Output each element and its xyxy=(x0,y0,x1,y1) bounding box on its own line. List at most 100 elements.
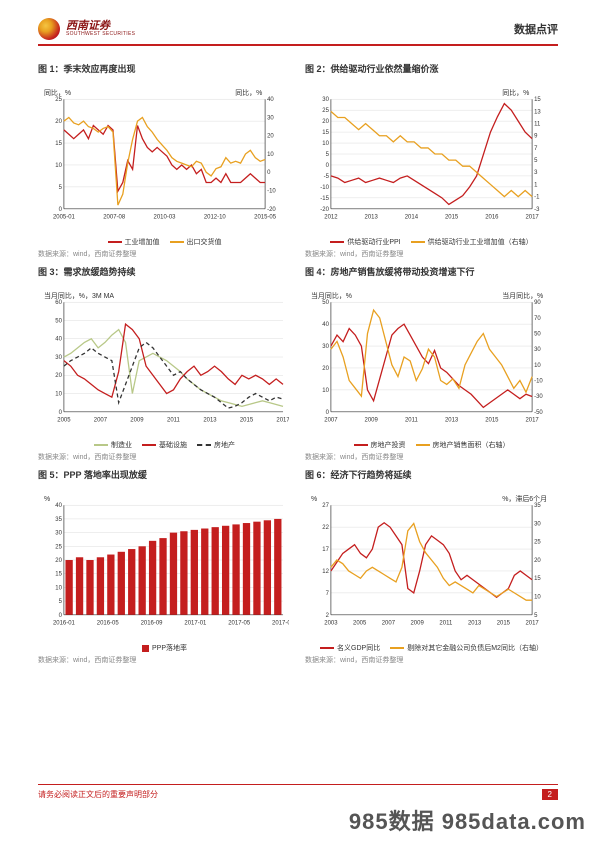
chart-box: %%，滞后6个月27121722275101520253035200320052… xyxy=(305,484,558,642)
svg-text:当月同比，%，3M MA: 当月同比，%，3M MA xyxy=(44,291,114,300)
svg-text:-10: -10 xyxy=(267,189,276,195)
chart-source: 数据来源：wind，西南证券整理 xyxy=(305,452,558,462)
panel-title: 图 2：供给驱动行业依然量缩价涨 xyxy=(305,62,558,75)
svg-text:15: 15 xyxy=(534,576,541,582)
legend-item: 出口交货值 xyxy=(170,237,222,247)
chart-source: 数据来源：wind，西南证券整理 xyxy=(305,249,558,259)
svg-text:2010-03: 2010-03 xyxy=(154,215,177,221)
svg-text:50: 50 xyxy=(322,300,329,306)
svg-text:2: 2 xyxy=(326,613,330,619)
svg-text:2013: 2013 xyxy=(203,418,217,424)
legend-label: 供给驱动行业工业增加值（右轴） xyxy=(428,237,533,247)
svg-text:27: 27 xyxy=(322,503,329,509)
panel-title: 图 6：经济下行趋势将延续 xyxy=(305,468,558,481)
legend-label: 房地产 xyxy=(214,440,235,450)
svg-text:2015: 2015 xyxy=(445,215,459,221)
svg-text:2016-01: 2016-01 xyxy=(53,621,76,627)
chart-panel-2: 图 2：供给驱动行业依然量缩价涨同比，%-20-15-10-5051015202… xyxy=(305,62,558,259)
chart-source: 数据来源：wind，西南证券整理 xyxy=(38,249,291,259)
svg-text:25: 25 xyxy=(534,540,541,546)
svg-text:2007-08: 2007-08 xyxy=(103,215,126,221)
chart-source: 数据来源：wind，西南证券整理 xyxy=(38,452,291,462)
svg-text:25: 25 xyxy=(55,544,62,550)
chart-panel-1: 图 1：季末效应再度出现同比，%同比，%0510152025-20-100102… xyxy=(38,62,291,259)
svg-text:-50: -50 xyxy=(534,410,543,416)
svg-text:2013: 2013 xyxy=(468,621,482,627)
legend-item: 制造业 xyxy=(94,440,132,450)
svg-text:60: 60 xyxy=(55,300,62,306)
legend-swatch xyxy=(320,647,334,649)
svg-text:15: 15 xyxy=(55,141,62,147)
panel-title: 图 1：季末效应再度出现 xyxy=(38,62,291,75)
svg-text:10: 10 xyxy=(55,392,62,398)
svg-text:2015: 2015 xyxy=(485,418,499,424)
svg-text:2014: 2014 xyxy=(405,215,419,221)
svg-text:10: 10 xyxy=(322,388,329,394)
svg-text:7: 7 xyxy=(534,146,538,152)
svg-text:20: 20 xyxy=(534,558,541,564)
chart-box: 同比，%同比，%0510152025-20-100102030402005-01… xyxy=(38,78,291,236)
svg-text:20: 20 xyxy=(322,119,329,125)
chart-legend: PPP落地率 xyxy=(38,643,291,653)
svg-text:2009: 2009 xyxy=(130,418,144,424)
svg-text:1: 1 xyxy=(534,182,538,188)
svg-text:10: 10 xyxy=(55,585,62,591)
chart-box: 当月同比，%，3M MA0102030405060200520072009201… xyxy=(38,281,291,439)
svg-text:13: 13 xyxy=(534,109,541,115)
svg-text:2017-01: 2017-01 xyxy=(184,621,207,627)
chart-panel-3: 图 3：需求放缓趋势持续当月同比，%，3M MA0102030405060200… xyxy=(38,265,291,462)
svg-text:2005: 2005 xyxy=(57,418,71,424)
svg-text:2017-09: 2017-09 xyxy=(272,621,289,627)
svg-text:2012: 2012 xyxy=(324,215,338,221)
svg-text:20: 20 xyxy=(55,373,62,379)
svg-text:50: 50 xyxy=(534,332,541,338)
svg-text:30: 30 xyxy=(534,521,541,527)
svg-text:40: 40 xyxy=(55,337,62,343)
svg-text:15: 15 xyxy=(55,572,62,578)
svg-text:2011: 2011 xyxy=(405,418,419,424)
svg-text:50: 50 xyxy=(55,318,62,324)
chart-box: %05101520253035402016-012016-052016-0920… xyxy=(38,484,291,642)
svg-text:20: 20 xyxy=(267,134,274,140)
svg-text:同比，%: 同比，% xyxy=(235,88,262,97)
svg-text:2015: 2015 xyxy=(240,418,254,424)
svg-text:当月同比，%: 当月同比，% xyxy=(311,291,352,300)
svg-text:2009: 2009 xyxy=(410,621,424,627)
legend-swatch xyxy=(330,241,344,243)
svg-text:15: 15 xyxy=(534,97,541,103)
legend-label: 出口交货值 xyxy=(187,237,222,247)
svg-text:12: 12 xyxy=(322,569,329,575)
svg-text:%: % xyxy=(311,496,317,503)
legend-item: 名义GDP同比 xyxy=(320,643,380,653)
chart-source: 数据来源：wind，西南证券整理 xyxy=(38,655,291,665)
svg-text:2015: 2015 xyxy=(497,621,511,627)
svg-text:2016-05: 2016-05 xyxy=(97,621,120,627)
svg-text:2011: 2011 xyxy=(167,418,181,424)
svg-text:-3: -3 xyxy=(534,207,540,213)
svg-text:20: 20 xyxy=(322,366,329,372)
legend-label: 工业增加值 xyxy=(125,237,160,247)
svg-text:40: 40 xyxy=(322,322,329,328)
chart-legend: 房地产投资房地产销售面积（右轴） xyxy=(305,440,558,450)
svg-text:2017: 2017 xyxy=(525,215,539,221)
logo-en-text: SOUTHWEST SECURITIES xyxy=(66,32,135,37)
svg-text:2016: 2016 xyxy=(485,215,499,221)
svg-text:2005-01: 2005-01 xyxy=(53,215,76,221)
legend-label: 供给驱动行业PPI xyxy=(347,237,400,247)
svg-text:5: 5 xyxy=(534,158,538,164)
svg-text:2017: 2017 xyxy=(525,418,539,424)
svg-text:11: 11 xyxy=(534,122,541,128)
svg-text:-20: -20 xyxy=(267,207,276,213)
svg-text:-10: -10 xyxy=(320,185,329,191)
svg-text:0: 0 xyxy=(59,410,63,416)
legend-item: 房地产 xyxy=(197,440,235,450)
svg-text:2017-05: 2017-05 xyxy=(228,621,251,627)
svg-text:17: 17 xyxy=(322,547,329,553)
svg-text:10: 10 xyxy=(534,363,541,369)
chart-box: 当月同比，%当月同比，%01020304050-50-30-1010305070… xyxy=(305,281,558,439)
svg-text:10: 10 xyxy=(534,595,541,601)
svg-text:40: 40 xyxy=(267,97,274,103)
legend-item: 基础设施 xyxy=(142,440,187,450)
svg-text:0: 0 xyxy=(59,613,63,619)
chart-box: 同比，%-20-15-10-5051015202530-3-1135791113… xyxy=(305,78,558,236)
